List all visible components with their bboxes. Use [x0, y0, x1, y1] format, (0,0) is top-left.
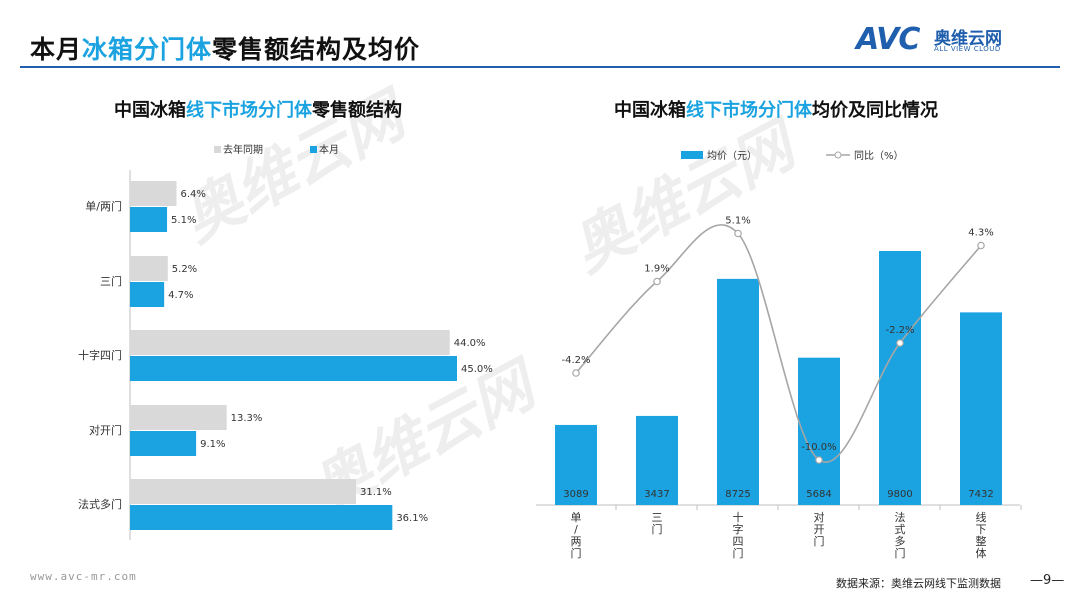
right-line-yoy-label: -2.2%	[885, 325, 914, 336]
left-category-label: 法式多门	[78, 497, 122, 511]
right-category-label: 法式多门	[895, 510, 906, 560]
right-bar-price-label: 5684	[806, 489, 831, 500]
right-bar-price-label: 3089	[563, 489, 588, 500]
left-bar-current	[130, 505, 393, 530]
right-line-yoy-point	[572, 369, 580, 377]
data-source: 数据来源：奥维云网线下监测数据	[836, 577, 1001, 590]
page-title-accent: 冰箱分门体	[82, 35, 213, 64]
right-line-yoy-point	[815, 456, 823, 464]
left-legend-label-current: 本月	[319, 143, 339, 156]
left-legend-swatch-current	[310, 146, 317, 153]
left-category-label: 单/两门	[85, 199, 122, 213]
right-bar-price-label: 9800	[887, 489, 912, 500]
left-bar-lastyear-label: 5.2%	[172, 264, 197, 275]
left-legend-label-lastyear: 去年同期	[223, 143, 263, 156]
right-chart-title: 中国冰箱线下市场分门体均价及同比情况	[614, 96, 938, 122]
right-bar-price	[798, 357, 840, 505]
left-category-label: 十字四门	[78, 348, 122, 362]
right-line-yoy-label: 5.1%	[725, 216, 750, 227]
left-bar-lastyear-label: 13.3%	[231, 413, 263, 424]
left-legend-swatch-lastyear	[214, 146, 221, 153]
brand-logo: AVC 奥维云网 ALL VIEW CLOUD	[856, 20, 1046, 62]
right-line-yoy-point	[977, 241, 985, 250]
page-title-suffix: 零售额结构及均价	[212, 35, 421, 64]
left-bar-lastyear	[130, 405, 227, 430]
right-bar-price	[555, 424, 597, 505]
left-category-label: 三门	[100, 274, 122, 288]
right-line-yoy-point	[896, 339, 904, 347]
right-line-yoy-point	[653, 277, 661, 286]
right-bar-price	[960, 312, 1002, 505]
left-bar-current	[130, 207, 168, 232]
logo-english-name: ALL VIEW CLOUD	[934, 45, 1001, 53]
logo-chinese-name: 奥维云网	[934, 29, 1002, 49]
right-legend-swatch-price	[681, 151, 703, 159]
left-bar-current	[130, 282, 165, 307]
logo-mark: AVC	[856, 22, 920, 57]
right-legend-label-yoy: 同比（%）	[854, 150, 904, 162]
left-bar-current-label: 5.1%	[171, 215, 196, 226]
right-category-label: 线下整体	[976, 510, 987, 560]
right-bar-price	[717, 278, 759, 505]
right-title-suffix: 均价及同比情况	[812, 100, 938, 121]
page-number: —9—	[1030, 573, 1065, 588]
right-category-label: 对开门	[814, 510, 825, 548]
right-title-prefix: 中国冰箱	[614, 100, 686, 121]
left-bar-current-label: 4.7%	[168, 290, 193, 301]
left-bar-current	[130, 356, 457, 381]
left-bar-lastyear-label: 6.4%	[181, 189, 206, 200]
footer-url[interactable]: www.avc-mr.com	[30, 570, 137, 583]
right-bar-price	[879, 251, 921, 505]
left-bar-current-label: 36.1%	[396, 513, 428, 524]
right-bar-price-label: 3437	[644, 489, 669, 500]
left-bar-lastyear	[130, 256, 168, 281]
left-bar-lastyear	[130, 181, 177, 206]
header-divider	[20, 66, 1060, 68]
left-bar-lastyear	[130, 330, 450, 355]
page-title: 本月冰箱分门体零售额结构及均价	[30, 30, 420, 66]
left-bar-lastyear	[130, 479, 356, 504]
right-line-yoy-point	[734, 229, 742, 238]
right-title-accent: 线下市场分门体	[686, 100, 812, 121]
left-chart-title: 中国冰箱线下市场分门体零售额结构	[114, 96, 402, 122]
right-line-yoy-label: -4.2%	[561, 355, 590, 366]
right-bar-price-label: 7432	[968, 489, 993, 500]
left-title-accent: 线下市场分门体	[186, 100, 312, 121]
right-bar-price-label: 8725	[725, 489, 750, 500]
left-bar-lastyear-label: 44.0%	[454, 338, 486, 349]
right-line-yoy-label: 4.3%	[968, 228, 993, 239]
right-bar-price	[636, 415, 678, 505]
right-line-yoy-label: 1.9%	[644, 264, 669, 275]
right-legend-marker-yoy	[834, 151, 842, 159]
left-title-suffix: 零售额结构	[312, 100, 402, 121]
right-legend-label-price: 均价（元）	[707, 150, 757, 162]
page-title-prefix: 本月	[30, 35, 83, 64]
right-line-yoy-label: -10.0%	[801, 442, 836, 453]
left-bar-current	[130, 431, 197, 456]
right-category-label: 三门	[652, 511, 663, 536]
right-category-label: 十字四门	[733, 510, 744, 560]
left-bar-current-label: 9.1%	[200, 439, 225, 450]
left-category-label: 对开门	[89, 423, 122, 437]
right-category-label: 单/两门	[571, 511, 582, 560]
left-title-prefix: 中国冰箱	[114, 100, 186, 121]
left-bar-lastyear-label: 31.1%	[360, 487, 392, 498]
left-bar-current-label: 45.0%	[461, 364, 493, 375]
